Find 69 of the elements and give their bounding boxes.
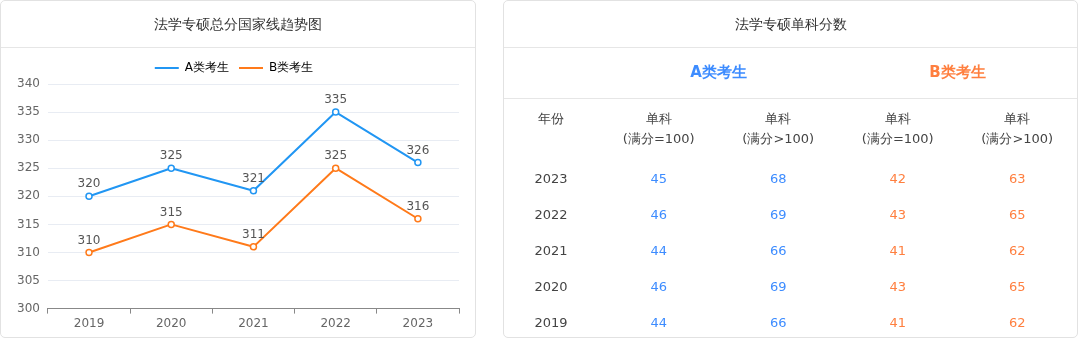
x-tick-label: 2019 — [73, 315, 105, 330]
data-label: 325 — [159, 148, 183, 163]
data-label: 45 — [650, 171, 668, 187]
point — [249, 186, 258, 195]
y-tick-label: 2023 — [534, 171, 568, 187]
y-tick-label: 310 — [17, 244, 40, 259]
x-tick-label: 2023 — [402, 315, 434, 330]
data-label: 315 — [159, 204, 183, 219]
y-tick-label: 340 — [17, 76, 40, 91]
x-tick-label: 单科(满分>100) — [742, 111, 815, 147]
data-label: 65 — [1008, 207, 1026, 223]
x-tick-label: 单科(满分=100) — [861, 111, 934, 147]
legend-label: B类考生 — [268, 60, 314, 75]
data-label: 65 — [1008, 279, 1026, 295]
data-label: 44 — [650, 315, 668, 331]
x-tick-label: 2021 — [238, 315, 269, 330]
text: A类考生 — [690, 62, 747, 81]
y-tick-label: 330 — [17, 132, 40, 147]
data-label: 69 — [769, 207, 787, 223]
data-label: 311 — [242, 226, 265, 241]
data-label: 310 — [77, 232, 101, 247]
y-tick-label: 2022 — [534, 207, 568, 223]
point — [414, 158, 422, 167]
y-tick-label: 335 — [17, 104, 40, 119]
point — [249, 243, 258, 251]
point — [331, 164, 340, 172]
x-tick-label: 单科(满分=100) — [622, 111, 695, 147]
data-label: 43 — [889, 279, 907, 295]
y-tick-label: 2020 — [534, 279, 568, 295]
point — [85, 192, 93, 201]
x-tick-label: 单科(满分>100) — [981, 111, 1054, 147]
data-label: 335 — [324, 92, 348, 107]
y-tick-label: 315 — [17, 216, 40, 231]
point — [167, 164, 175, 172]
data-label: 316 — [406, 198, 430, 213]
y-tick-label: 320 — [17, 188, 40, 203]
data-label: 66 — [769, 315, 787, 331]
y-axis-title: 年份 — [538, 111, 564, 127]
data-label: 320 — [77, 176, 101, 191]
chart-title: 法学专硕总分国家线趋势图 — [1, 1, 475, 48]
data-label: 62 — [1008, 243, 1026, 259]
data-label: 69 — [769, 279, 787, 295]
data-label: 46 — [650, 279, 668, 295]
point — [414, 215, 422, 223]
data-label: 41 — [889, 315, 907, 331]
x-tick-label: 2020 — [155, 315, 187, 330]
data-label: 325 — [324, 148, 348, 163]
y-tick-label: 2021 — [534, 243, 568, 259]
data-label: 63 — [1008, 171, 1026, 187]
legend-label: A类考生 — [184, 60, 229, 75]
data-label: 62 — [1008, 315, 1026, 331]
data-label: 42 — [889, 171, 907, 187]
data-label: 326 — [406, 142, 430, 157]
y-tick-label: 300 — [17, 300, 40, 315]
point — [85, 248, 93, 257]
point — [331, 108, 340, 116]
data-label: 68 — [769, 171, 787, 187]
data-label: 321 — [242, 170, 265, 185]
x-tick-label: 2022 — [320, 315, 351, 330]
text: B类考生 — [929, 62, 986, 81]
data-label: 44 — [650, 243, 668, 259]
y-tick-label: 305 — [17, 272, 40, 287]
data-label: 66 — [769, 243, 787, 259]
chart-title: 法学专硕单科分数 — [504, 1, 1077, 48]
data-label: 43 — [889, 207, 907, 223]
y-tick-label: 325 — [17, 160, 40, 175]
point — [167, 220, 175, 229]
data-label: 46 — [650, 207, 668, 223]
data-label: 41 — [889, 243, 907, 259]
